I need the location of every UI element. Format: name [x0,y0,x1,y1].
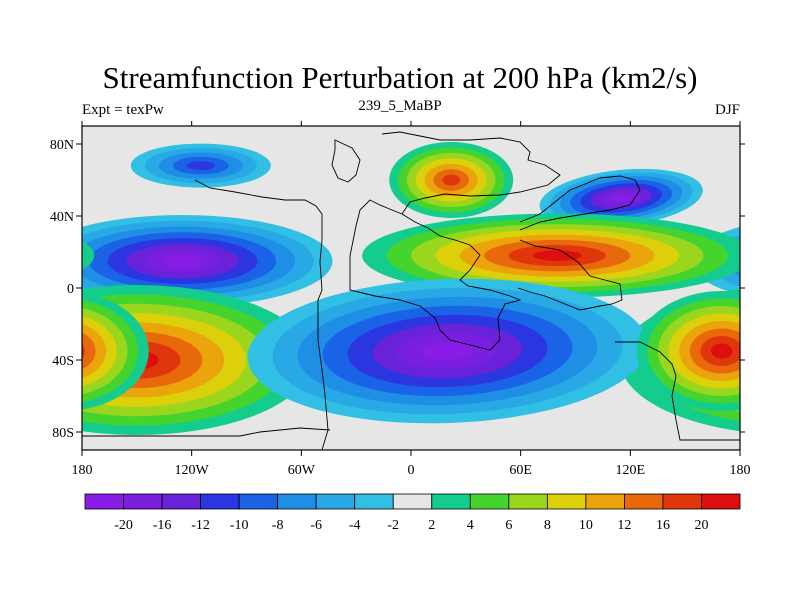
cyclone-north-pacific [130,143,271,188]
colorbar-swatch [431,493,471,510]
colorbar-swatch [200,493,240,510]
anticyclone-south-pacific-level-wrap [751,341,800,379]
colorbar-label: -10 [230,518,249,533]
colorbar-label: -12 [191,518,210,533]
x-tick-label: 60W [288,463,316,478]
colorbar-label: 6 [505,518,512,533]
colorbar-label: -4 [349,518,361,533]
y-tick-label: 0 [67,282,74,297]
cyclone-tropical-pacific-level-wrap [784,244,800,279]
case-label: 239_5_MaBP [358,98,442,114]
colorbar-label: -6 [310,518,322,533]
colorbar-swatch [315,493,356,510]
colorbar-swatch [469,493,510,510]
colorbar-swatch [546,493,587,510]
colorbar-label: -8 [272,518,284,533]
colorbar-label: 16 [656,518,670,533]
x-tick-label: 60E [509,463,532,478]
cyclone-southern [247,278,648,424]
colorbar-label: 20 [694,518,708,533]
cyclone-southern-level [422,341,473,361]
colorbar-label: 8 [544,518,551,533]
colorbar-swatch [354,493,394,510]
coastline-americas [194,179,329,450]
y-tick-label: 80S [52,426,74,441]
x-tick-label: 0 [408,463,415,478]
colorbar-swatch [701,493,741,510]
anticyclone-asia-level-wrap [0,229,21,282]
coastline-australia [615,341,740,441]
colorbar-label: 10 [579,518,593,533]
colorbar-swatch [161,493,201,510]
colorbar-swatch [123,493,163,510]
y-tick-label: 80N [50,138,74,153]
coastline-europe-africa [349,131,561,351]
season-label: DJF [714,102,740,118]
cyclone-tropical-pacific-level [163,255,202,267]
cyclone-east-asia-level [610,194,632,202]
anticyclone-southwest-pacific [82,291,740,411]
colorbar-swatch [84,493,124,510]
cyclone-east-asia [539,168,703,228]
coastline-asia [519,175,641,231]
colorbar-swatch [624,493,664,510]
colorbar: -20 -16 -12 -10 -8 -6 -4 -2 2 4 6 8 10 12 16 20 [84,493,741,533]
cyclone-north-pacific-level [186,161,215,171]
colorbar-swatch [662,493,702,510]
colorbar-label: -16 [153,518,172,533]
colorbar-label: 2 [428,518,435,533]
anticyclone-asia-level [532,250,582,261]
y-tick-label: 40S [52,354,74,369]
cyclone-tropical-pacific-level-wrap [747,232,800,290]
colorbar-label: 4 [467,518,474,533]
colorbar-swatch [585,493,625,510]
coastline-antarctica [82,427,331,437]
cyclone-tropical-pacific-level-wrap [766,238,800,284]
x-tick-label: 120W [175,463,210,478]
anticyclone-southwest-pacific-level-wrap [82,343,85,359]
anticyclone-europe-level [442,174,461,186]
x-tick-label: 180 [72,463,93,478]
coastline-asia-south [517,239,623,311]
anticyclone-southwest-pacific-level-wrap [82,332,96,370]
anticyclone-asia-level-wrap [0,224,45,287]
anticyclone-europe [389,142,514,218]
coastline-layer [82,131,740,450]
coastline-greenland [331,139,361,183]
colorbar-swatch [238,493,279,510]
anticyclone-southwest-pacific-level [711,343,733,359]
colorbar-label: -2 [387,518,399,533]
anticyclone-asia-level-wrap [0,219,70,293]
anticyclone-asia-level-wrap [82,240,95,271]
axis-layer: 180 120W 60W 0 60E 120E 180 80N 40N 0 40S 80S [50,121,751,478]
colorbar-label: -20 [114,518,133,533]
colorbar-swatch [392,493,433,510]
colorbar-swatch [508,493,548,510]
x-tick-label: 120E [616,463,646,478]
experiment-label: Expt = texPw [82,102,164,118]
contour-fill-layer [0,142,800,435]
x-tick-label: 180 [730,463,751,478]
colorbar-label: 12 [617,518,631,533]
colorbar-swatch [277,493,317,510]
anticyclone-asia [0,213,740,298]
anticyclone-south-pacific-level-wrap [773,351,800,370]
y-tick-label: 40N [50,210,74,225]
map-title: Streamfunction Perturbation at 200 hPa (… [102,60,698,95]
